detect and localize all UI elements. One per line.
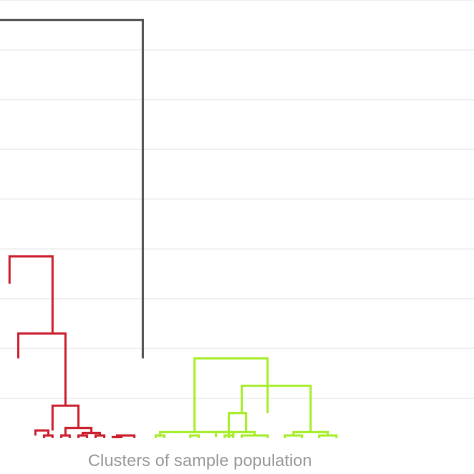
dendrogram-link-2 — [17, 332, 67, 406]
dendrogram-link-5 — [42, 434, 54, 438]
dendrogram-link-17 — [159, 430, 235, 436]
dendrogram-link-13 — [193, 357, 269, 432]
dendrogram-link-1 — [8, 255, 54, 334]
dendrogram-link-7 — [60, 434, 71, 438]
gridlines — [0, 0, 474, 399]
dendrogram-link-4 — [34, 429, 50, 436]
dendrogram-link-20 — [214, 430, 256, 437]
dendrogram-link-12 — [111, 435, 123, 439]
dendrogram-link-18 — [154, 434, 166, 438]
dendrogram-links — [0, 18, 338, 439]
x-axis-label: Clusters of sample population — [88, 451, 312, 470]
dendrogram-link-3 — [51, 404, 80, 431]
dendrogram-link-21 — [240, 434, 269, 438]
dendrogram-link-14 — [240, 384, 312, 432]
dendrogram-link-16 — [223, 434, 235, 438]
dendrogram-link-8 — [81, 431, 101, 436]
dendrogram-link-10 — [94, 434, 106, 438]
dendrogram-link-15 — [227, 412, 248, 438]
dendrogram-link-0 — [0, 18, 144, 359]
dendrogram-link-19 — [189, 434, 200, 438]
dendrogram-link-22 — [292, 430, 329, 436]
dendrogram-link-6 — [64, 426, 93, 436]
dendrogram-link-24 — [318, 434, 338, 438]
dendrogram-link-9 — [77, 434, 89, 438]
dendrogram-link-23 — [283, 434, 304, 438]
